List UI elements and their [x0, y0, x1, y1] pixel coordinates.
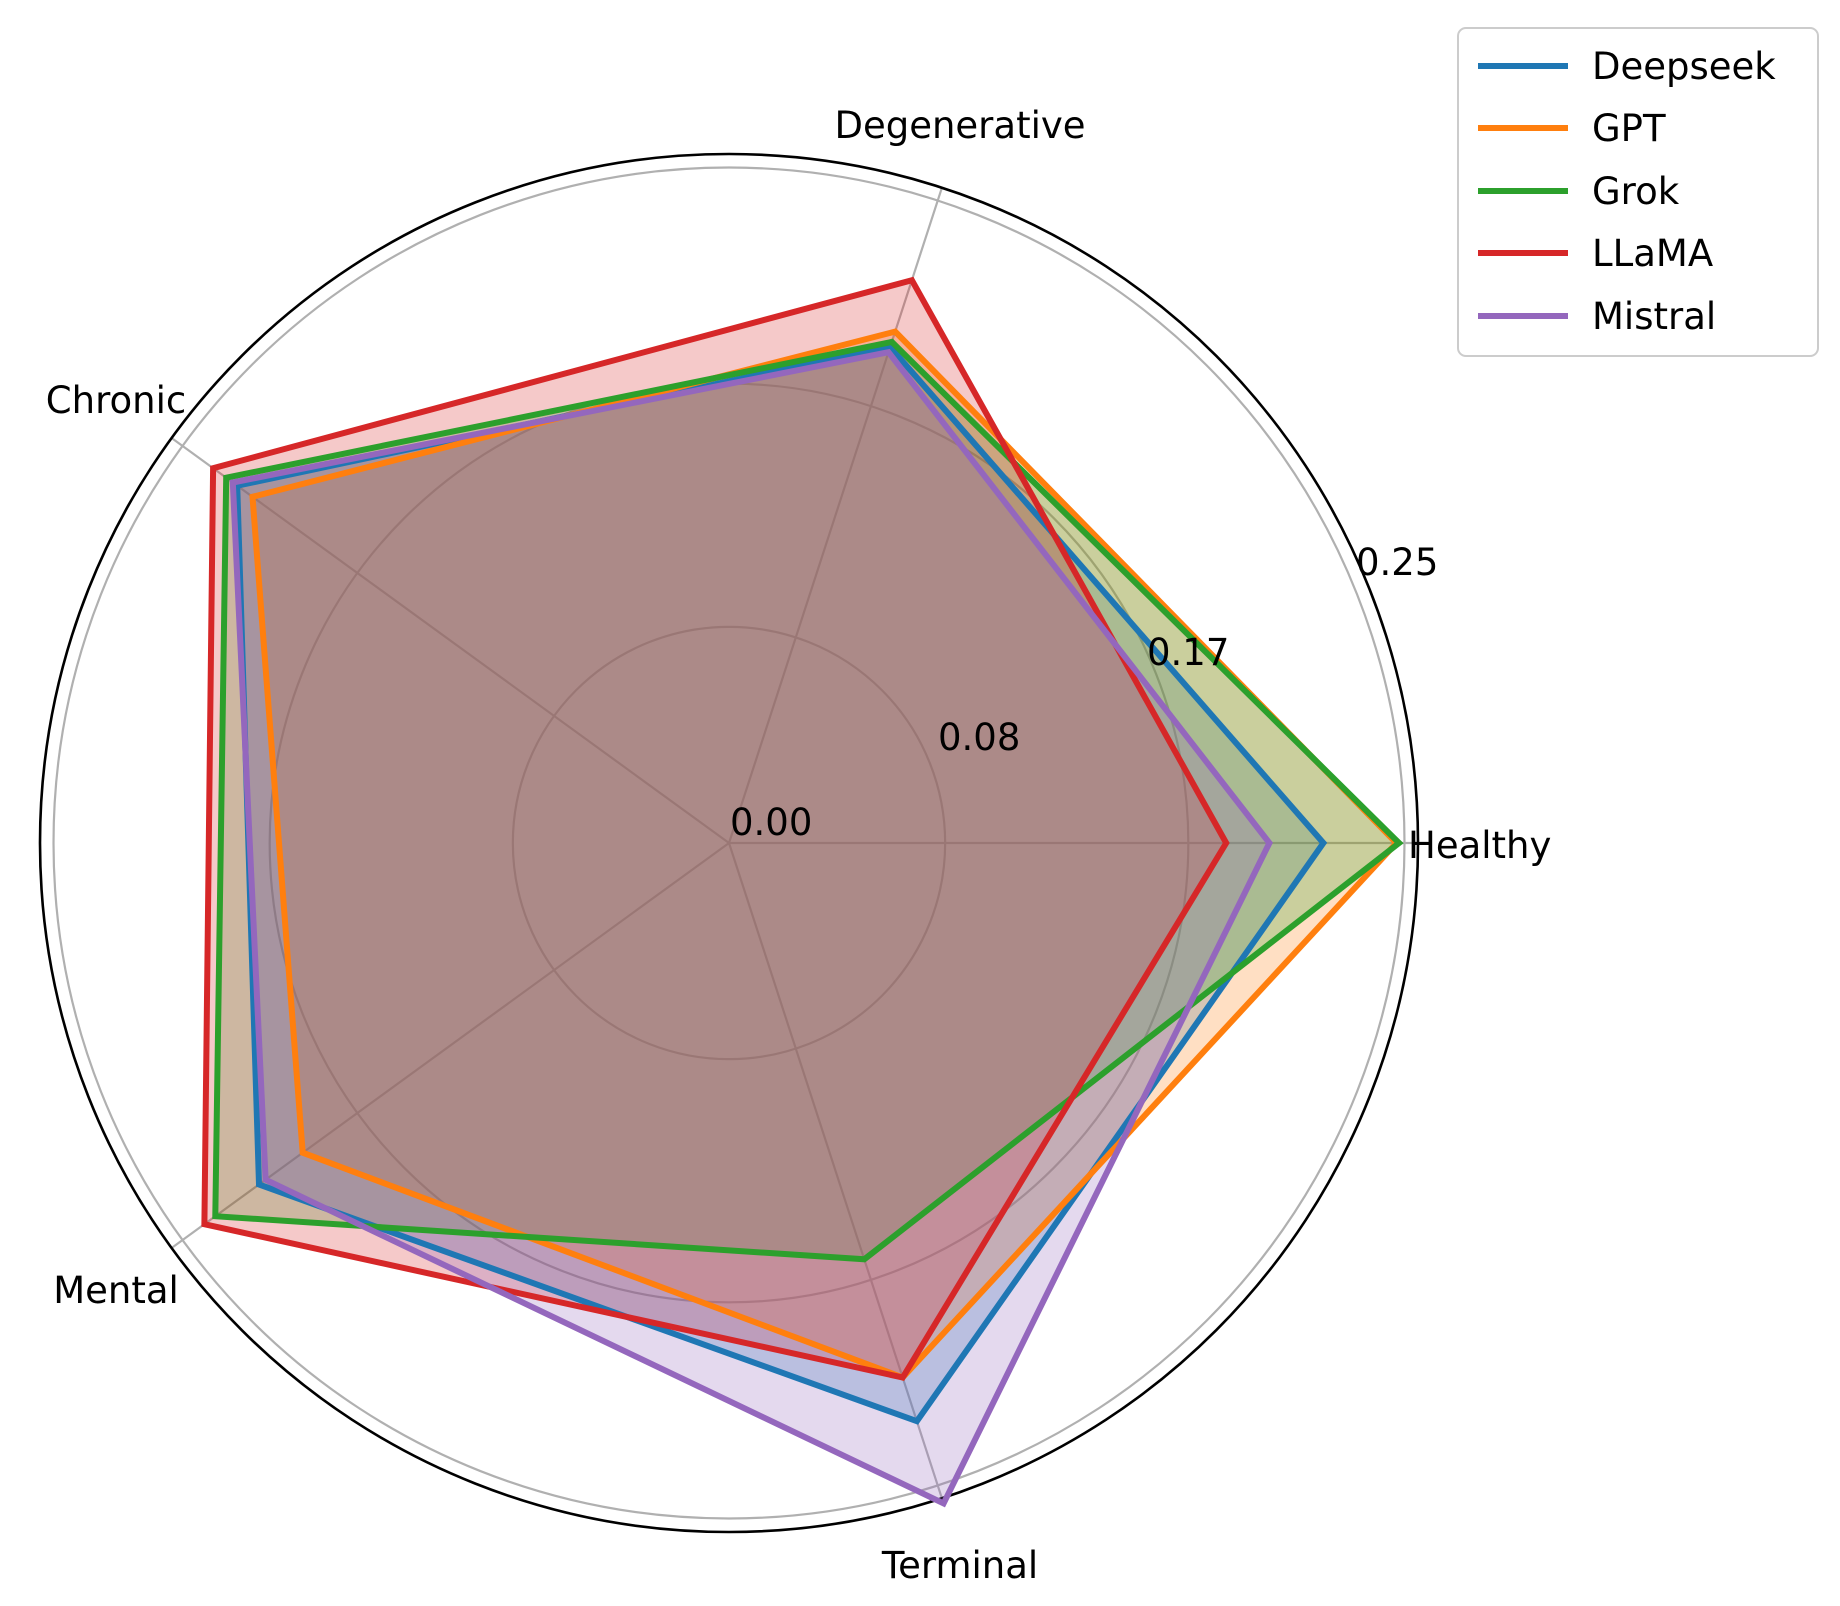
radial-tick-labels: 0.00 0.08 0.17 0.25: [730, 541, 1438, 844]
category-label-healthy: Healthy: [1408, 824, 1551, 867]
category-label-degenerative: Degenerative: [834, 104, 1085, 147]
series-line-gpt: [249, 328, 1401, 1382]
legend-label-gpt: GPT: [1592, 107, 1666, 150]
grid-spoke: [727, 187, 943, 844]
axis-labels: Healthy Degenerative Chronic Mental Term…: [46, 104, 1552, 1587]
radar-series: [201, 276, 1404, 1508]
series-line-llama: [201, 276, 1230, 1381]
radial-tick-label: 0.00: [730, 801, 812, 844]
legend-entry: GPT: [1478, 107, 1666, 150]
series-line-mistral: [229, 348, 1273, 1508]
legend-entry: LLaMA: [1478, 232, 1713, 275]
category-label-chronic: Chronic: [46, 379, 186, 422]
legend-entry: Deepseek: [1478, 45, 1776, 88]
legend-entry: Mistral: [1478, 295, 1716, 338]
series-fill-grok: [215, 341, 1400, 1260]
legend-entry: Grok: [1478, 170, 1680, 213]
radial-tick-label: 0.08: [938, 716, 1020, 759]
grid-spoke: [170, 437, 730, 844]
legend: Deepseek GPT Grok LLaMA Mistral: [1457, 27, 1819, 357]
radial-tick-label: 0.17: [1147, 631, 1229, 674]
legend-label-deepseek: Deepseek: [1592, 45, 1776, 88]
series-fill-gpt: [252, 331, 1397, 1378]
category-label-terminal: Terminal: [881, 1544, 1038, 1587]
series-fill-mistral: [232, 352, 1270, 1504]
series-fill-llama: [204, 280, 1227, 1378]
polar-frame: [38, 152, 1420, 1534]
category-label-mental: Mental: [53, 1269, 179, 1312]
legend-frame: [1457, 27, 1819, 357]
series-line-grok: [212, 338, 1404, 1263]
radial-tick-label: 0.25: [1356, 541, 1438, 584]
legend-label-llama: LLaMA: [1592, 232, 1713, 275]
series-fill-deepseek: [237, 347, 1324, 1422]
legend-label-grok: Grok: [1592, 170, 1680, 213]
legend-label-mistral: Mistral: [1592, 295, 1716, 338]
grid-spoke: [727, 842, 943, 1499]
